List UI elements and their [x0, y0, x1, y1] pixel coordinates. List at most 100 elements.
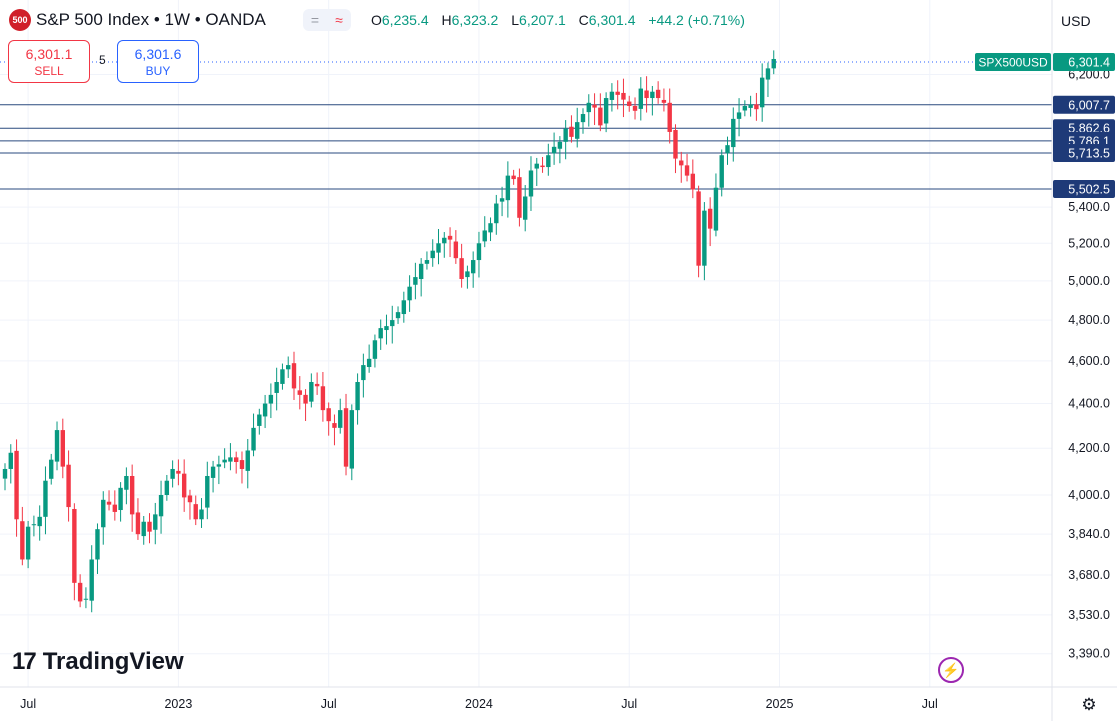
candle[interactable]: [187, 489, 193, 520]
candle[interactable]: [655, 81, 661, 104]
candle[interactable]: [413, 262, 418, 300]
candle[interactable]: [135, 498, 141, 540]
candle[interactable]: [31, 515, 37, 537]
candle[interactable]: [193, 495, 198, 526]
candle[interactable]: [280, 363, 285, 390]
candle[interactable]: [118, 482, 123, 522]
time-axis[interactable]: Jul 2023 Jul 2024 Jul 2025 Jul: [20, 697, 938, 711]
candlestick-series[interactable]: [2, 50, 776, 613]
candle[interactable]: [586, 94, 591, 127]
candle[interactable]: [210, 460, 216, 493]
candle[interactable]: [361, 353, 366, 398]
candle[interactable]: [702, 202, 707, 281]
candle[interactable]: [43, 466, 48, 535]
candle[interactable]: [690, 159, 696, 199]
candle[interactable]: [176, 459, 181, 486]
candle[interactable]: [499, 186, 505, 217]
equals-icon[interactable]: =: [310, 12, 320, 28]
candle[interactable]: [83, 587, 89, 609]
candle[interactable]: [228, 443, 233, 471]
candle[interactable]: [580, 108, 586, 134]
candle[interactable]: [679, 151, 684, 183]
candle[interactable]: [482, 216, 487, 248]
candle[interactable]: [297, 376, 302, 410]
candle[interactable]: [488, 217, 493, 242]
candle[interactable]: [25, 520, 31, 569]
candle[interactable]: [372, 334, 378, 368]
candle[interactable]: [765, 62, 771, 97]
candle[interactable]: [523, 185, 528, 232]
candle[interactable]: [234, 451, 239, 474]
candle[interactable]: [430, 239, 435, 267]
price-axis[interactable]: 3,390.0 3,530.0 3,680.0 3,840.0 4,000.0 4,200…: [1068, 68, 1110, 661]
candle[interactable]: [638, 77, 643, 121]
candle[interactable]: [470, 251, 476, 288]
candle[interactable]: [476, 231, 482, 278]
candle[interactable]: [320, 371, 326, 422]
currency-selector[interactable]: USD: [1061, 13, 1091, 29]
symbol-title[interactable]: S&P 500 Index • 1W • OANDA: [36, 10, 266, 29]
candle[interactable]: [54, 421, 60, 471]
candle[interactable]: [696, 185, 701, 278]
candle[interactable]: [447, 227, 453, 258]
candle[interactable]: [418, 258, 424, 297]
candle[interactable]: [343, 393, 349, 476]
candle[interactable]: [736, 98, 742, 137]
candle[interactable]: [465, 265, 470, 289]
candle[interactable]: [407, 275, 412, 312]
candle[interactable]: [598, 93, 603, 132]
wave-icon[interactable]: ≈: [335, 12, 343, 28]
candle[interactable]: [661, 88, 667, 112]
candle[interactable]: [49, 453, 54, 485]
buy-button[interactable]: 6,301.6 BUY: [117, 40, 199, 83]
horizontal-levels[interactable]: [0, 104, 1052, 190]
candle[interactable]: [2, 463, 8, 491]
candle[interactable]: [95, 523, 100, 574]
candle[interactable]: [401, 291, 407, 323]
candle[interactable]: [349, 404, 354, 481]
candle[interactable]: [459, 243, 464, 288]
lightning-icon[interactable]: ⚡: [938, 657, 964, 683]
candle[interactable]: [390, 305, 395, 344]
candle[interactable]: [731, 107, 736, 162]
candle[interactable]: [644, 76, 649, 113]
candle[interactable]: [725, 136, 730, 165]
candle[interactable]: [713, 173, 719, 237]
candle[interactable]: [303, 389, 308, 421]
candle[interactable]: [540, 156, 545, 173]
candle[interactable]: [627, 95, 632, 112]
candle[interactable]: [575, 107, 580, 148]
candle[interactable]: [291, 351, 297, 400]
candle[interactable]: [615, 80, 620, 110]
candle[interactable]: [106, 490, 112, 511]
candle[interactable]: [205, 461, 210, 520]
candle[interactable]: [742, 100, 748, 117]
candle[interactable]: [314, 372, 320, 395]
candle[interactable]: [707, 197, 713, 247]
candle[interactable]: [551, 132, 557, 165]
candle[interactable]: [609, 83, 615, 112]
gear-icon[interactable]: ⚙: [1081, 695, 1097, 714]
candle[interactable]: [245, 439, 250, 489]
candle[interactable]: [557, 136, 563, 164]
candle[interactable]: [517, 168, 522, 227]
candle[interactable]: [129, 464, 135, 532]
candle[interactable]: [199, 498, 204, 528]
candle[interactable]: [66, 450, 71, 522]
candle[interactable]: [268, 383, 274, 419]
candle[interactable]: [216, 455, 222, 485]
candle[interactable]: [309, 373, 314, 408]
sell-button[interactable]: 6,301.1 SELL: [8, 40, 90, 83]
candle[interactable]: [89, 545, 94, 613]
candle[interactable]: [534, 157, 539, 186]
candle[interactable]: [494, 194, 499, 235]
candle[interactable]: [384, 314, 389, 345]
candle[interactable]: [395, 306, 401, 324]
candle[interactable]: [60, 418, 65, 479]
candle[interactable]: [569, 115, 574, 143]
candle[interactable]: [153, 502, 158, 545]
candle[interactable]: [771, 50, 776, 75]
candle[interactable]: [141, 516, 146, 545]
candle[interactable]: [632, 97, 638, 120]
